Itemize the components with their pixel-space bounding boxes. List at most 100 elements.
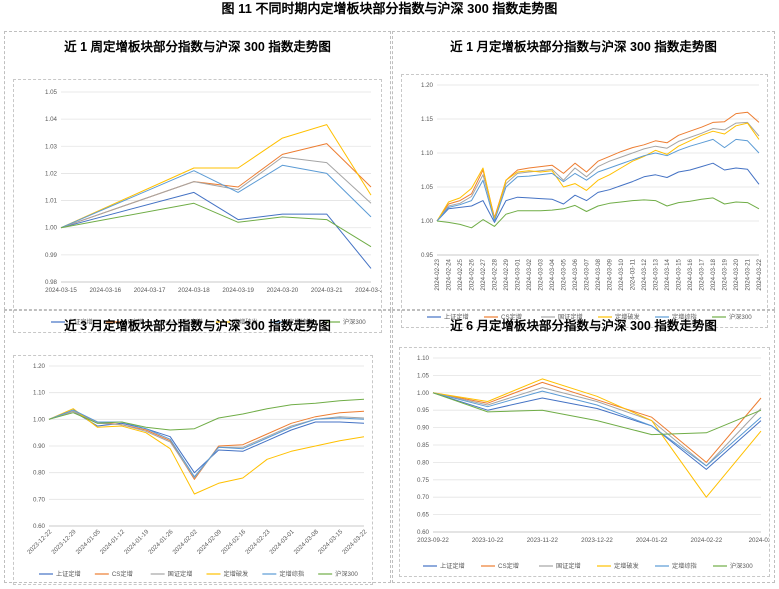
legend-label: 定增综指 — [288, 318, 313, 326]
x-tick-label: 2024-03-15 — [317, 528, 345, 556]
legend-label: 国证定增 — [178, 318, 203, 326]
x-tick-label: 2024-03-17 — [699, 258, 706, 290]
y-tick-label: 1.03 — [45, 143, 58, 150]
x-tick-label: 2024-03-22 — [341, 528, 369, 556]
y-tick-label: 1.05 — [421, 184, 434, 191]
y-tick-label: 0.90 — [33, 443, 46, 450]
x-tick-label: 2024-02-09 — [196, 528, 224, 556]
x-tick-label: 2024-02-24 — [446, 258, 453, 290]
x-tick-label: 2024-03-20 — [267, 287, 299, 294]
x-tick-label: 2024-02-25 — [457, 258, 464, 290]
series-line — [432, 381, 762, 463]
series-line — [48, 409, 365, 478]
legend-label: CS定增 — [501, 313, 522, 321]
chart-1w: 0.98 0.99 1.00 1.01 1.02 1.03 1.04 1.05 2024-03-… — [45, 89, 387, 326]
x-tick-label: 2024-03-18 — [710, 258, 717, 290]
legend-label: 定增综指 — [279, 570, 304, 578]
x-tick-label: 2023-12-29 — [50, 528, 78, 556]
y-tick-label: 1.15 — [421, 116, 434, 123]
chart-1m: 0.95 1.00 1.05 1.10 1.15 1.20 2024-02-23 2024-0… — [421, 82, 763, 321]
legend-label: 沪深300 — [343, 318, 366, 326]
x-tick-label: 2024-03-12 — [641, 258, 648, 290]
legend-label: 国证定增 — [168, 570, 193, 578]
chart-6m: 0.60 0.65 0.70 0.75 0.80 0.85 0.90 0.95 1.00 1.05… — [417, 355, 773, 570]
y-tick-label: 0.60 — [33, 523, 46, 530]
legend-label: CS定增 — [112, 570, 133, 578]
x-tick-label: 2024-03-16 — [89, 287, 121, 294]
legend-label: 定增综指 — [672, 313, 697, 321]
y-tick-label: 0.80 — [33, 470, 46, 477]
x-tick-label: 2024-02-23 — [434, 258, 441, 290]
x-tick-label: 2024-03-22 — [756, 258, 763, 290]
x-tick-label: 2024-01-19 — [123, 528, 151, 556]
x-tick-label: 2023-11-22 — [527, 537, 559, 544]
x-tick-label: 2024-03-21 — [311, 287, 343, 294]
y-tick-label: 1.00 — [33, 416, 46, 423]
x-tick-label: 2024-03-15 — [676, 258, 683, 290]
legend-label: CS定增 — [498, 562, 519, 570]
x-tick-label: 2024-01-12 — [99, 528, 127, 556]
x-tick-label: 2024-03-21 — [745, 258, 752, 290]
legend-label: 国证定增 — [558, 313, 583, 321]
series-line — [60, 164, 372, 229]
x-tick-label: 2024-03-09 — [607, 258, 614, 290]
x-tick-label: 2024-03-04 — [549, 258, 556, 290]
y-tick-label: 1.10 — [417, 355, 430, 362]
y-tick-label: 1.10 — [33, 390, 46, 397]
series-line — [432, 390, 762, 467]
y-tick-label: 1.20 — [33, 363, 46, 370]
panel-6m: 近 6 月定增板块部分指数与沪深 300 指数走势图 0.60 0.65 0.70 0… — [392, 310, 775, 583]
legend-label: 定增破发 — [615, 313, 640, 321]
y-tick-label: 1.01 — [45, 198, 58, 205]
plot-area: 0.60 0.65 0.70 0.75 0.80 0.85 0.90 0.95 1.00 1.05… — [399, 347, 773, 577]
y-tick-label: 1.00 — [45, 225, 58, 232]
plot-area: 0.95 1.00 1.05 1.10 1.15 1.20 2024-02-23 2024-0… — [401, 74, 768, 328]
x-tick-label: 2024-03-01 — [268, 528, 296, 556]
x-tick-label: 2023-09-22 — [417, 537, 449, 544]
series-line — [60, 124, 372, 229]
panel-title: 近 1 月定增板块部分指数与沪深 300 指数走势图 — [450, 40, 717, 54]
panel-title: 近 3 月定增板块部分指数与沪深 300 指数走势图 — [64, 319, 331, 333]
chart-3m: 0.600.700.800.901.001.101.202023-12-2220… — [26, 363, 369, 578]
y-tick-label: 0.75 — [417, 477, 430, 484]
x-tick-label: 2024-01-26 — [147, 528, 175, 556]
legend-label: 定增综指 — [672, 562, 697, 570]
legend-label: 沪深300 — [730, 562, 753, 570]
legend-label: 定增破发 — [224, 570, 249, 578]
x-tick-label: 2024-03-19 — [722, 258, 729, 290]
x-tick-label: 2024-03-08 — [595, 258, 602, 290]
x-tick-label: 2024-02-27 — [480, 258, 487, 290]
y-tick-label: 0.70 — [33, 496, 46, 503]
x-tick-label: 2024-03-17 — [134, 287, 166, 294]
series-line — [436, 138, 760, 222]
x-tick-label: 2024-02-23 — [244, 528, 272, 556]
y-tick-label: 1.00 — [421, 218, 434, 225]
x-tick-label: 2024-03-14 — [664, 258, 671, 290]
legend-label: 定增破发 — [233, 318, 258, 326]
x-tick-label: 2024-02-28 — [492, 258, 499, 290]
x-tick-label: 2023-10-22 — [472, 537, 504, 544]
series-line — [436, 122, 760, 222]
y-tick-label: 0.98 — [45, 279, 58, 286]
x-tick-label: 2024-03-16 — [687, 258, 694, 290]
series-line — [432, 392, 762, 436]
y-tick-label: 0.70 — [417, 494, 430, 501]
series-line — [60, 202, 372, 248]
legend-label: 沪深300 — [335, 570, 358, 578]
legend-label: 上证定增 — [68, 318, 93, 326]
y-tick-label: 1.04 — [45, 116, 58, 123]
x-tick-label: 2024-01-22 — [636, 537, 668, 544]
series-line — [432, 392, 762, 470]
x-tick-label: 2024-03-02 — [526, 258, 533, 290]
legend-label: 上证定增 — [440, 562, 465, 570]
x-tick-label: 2024-02-16 — [220, 528, 248, 556]
panel-1w: 近 1 周定增板块部分指数与沪深 300 指数走势图 0.98 0.99 1.00 1… — [4, 31, 391, 333]
y-tick-label: 1.00 — [417, 390, 430, 397]
x-tick-label: 2024-03-20 — [733, 258, 740, 290]
x-tick-label: 2024-03-10 — [618, 258, 625, 290]
y-tick-label: 0.90 — [417, 425, 430, 432]
legend-label: 沪深300 — [729, 313, 752, 321]
y-tick-label: 1.02 — [45, 170, 58, 177]
panel-3m: 近 3 月定增板块部分指数与沪深 300 指数走势图 0.60 0.70 0.80 0… — [4, 310, 391, 585]
series-line — [60, 191, 372, 269]
